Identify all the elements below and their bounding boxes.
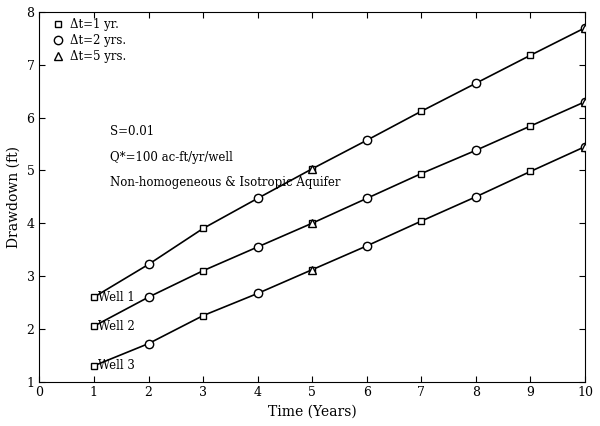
Text: Well 1: Well 1 xyxy=(98,291,134,304)
Text: Q*=100 ac-ft/yr/well: Q*=100 ac-ft/yr/well xyxy=(110,150,233,164)
X-axis label: Time (Years): Time (Years) xyxy=(268,405,356,419)
Legend: Δt=1 yr., Δt=2 yrs., Δt=5 yrs.: Δt=1 yr., Δt=2 yrs., Δt=5 yrs. xyxy=(51,18,126,63)
Text: Well 3: Well 3 xyxy=(98,359,134,372)
Text: Non-homogeneous & Isotropic Aquifer: Non-homogeneous & Isotropic Aquifer xyxy=(110,176,341,190)
Text: Well 2: Well 2 xyxy=(98,320,134,333)
Y-axis label: Drawdown (ft): Drawdown (ft) xyxy=(7,146,21,248)
Text: S=0.01: S=0.01 xyxy=(110,125,154,138)
